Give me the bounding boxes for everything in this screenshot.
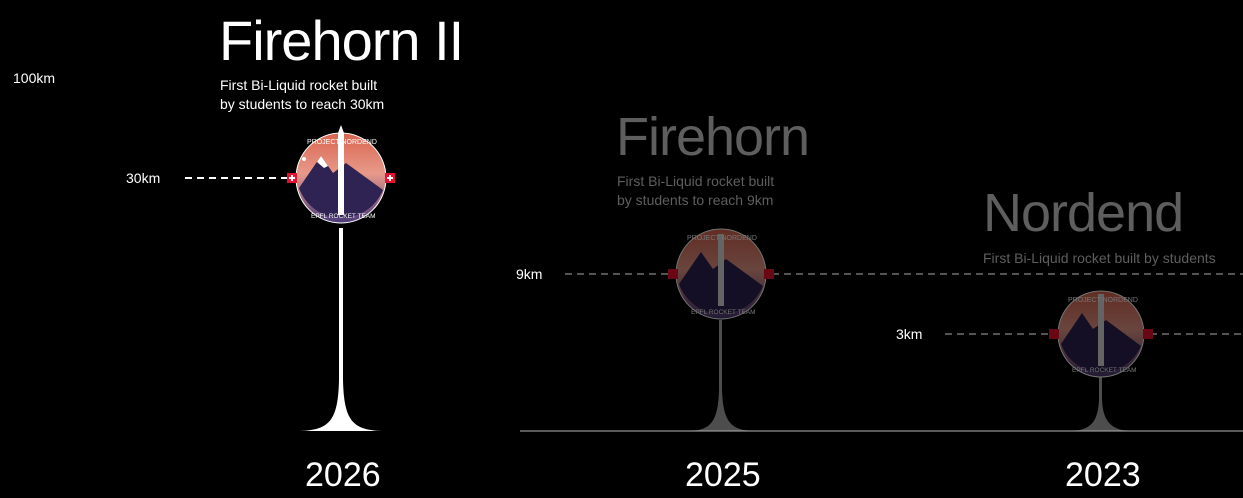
rocket-description-firehorn: First Bi-Liquid rocket built by students… xyxy=(617,172,774,210)
altitude-label-9km: 9km xyxy=(516,266,543,282)
description-line: First Bi-Liquid rocket built xyxy=(617,173,775,189)
mission-badge: PROJECT NORDEND EPFL ROCKET TEAM xyxy=(287,125,395,224)
swiss-flag-icon xyxy=(287,173,297,183)
trajectory-spike xyxy=(1072,372,1130,431)
altitude-label-3km: 3km xyxy=(896,326,923,342)
year-2025: 2025 xyxy=(685,456,761,494)
rocket-description-nordend: First Bi-Liquid rocket built by students xyxy=(983,249,1216,268)
rocket-title-firehorn: Firehorn xyxy=(616,107,810,167)
rocket-title-nordend: Nordend xyxy=(983,183,1184,243)
trajectory-spike xyxy=(300,228,382,431)
badge-top-text: PROJECT NORDEND xyxy=(1068,297,1138,304)
rocket-firehorn-ii-marker: PROJECT NORDEND EPFL ROCKET TEAM xyxy=(185,125,395,431)
year-2026: 2026 xyxy=(305,456,381,494)
badge-top-text: PROJECT NORDEND xyxy=(307,139,377,146)
description-line: by students to reach 30km xyxy=(220,96,385,112)
altitude-label-30km: 30km xyxy=(126,170,161,186)
swiss-flag-icon xyxy=(1049,329,1059,339)
description-line: First Bi-Liquid rocket built xyxy=(220,77,378,93)
scale-top-label: 100km xyxy=(13,70,56,86)
swiss-flag-icon xyxy=(764,269,774,279)
year-2023: 2023 xyxy=(1065,456,1141,494)
badge-bottom-text: EPFL ROCKET TEAM xyxy=(311,213,376,220)
swiss-flag-icon xyxy=(1143,329,1153,339)
rocket-description-firehorn-ii: First Bi-Liquid rocket built by students… xyxy=(220,76,384,114)
rocket-title-firehorn-ii: Firehorn II xyxy=(219,9,464,72)
swiss-flag-icon xyxy=(668,269,678,279)
badge-top-text: PROJECT NORDEND xyxy=(687,235,757,242)
rocket-firehorn-marker: PROJECT NORDEND EPFL ROCKET TEAM xyxy=(565,228,1243,431)
swiss-flag-icon xyxy=(385,173,395,183)
badge-bottom-text: EPFL ROCKET TEAM xyxy=(1072,367,1137,374)
mission-badge: PROJECT NORDEND EPFL ROCKET TEAM xyxy=(668,228,774,320)
badge-bottom-text: EPFL ROCKET TEAM xyxy=(691,309,756,316)
rocket-nordend-marker: PROJECT NORDEND EPFL ROCKET TEAM xyxy=(945,290,1243,431)
trajectory-spike xyxy=(690,320,752,431)
mission-badge: PROJECT NORDEND EPFL ROCKET TEAM xyxy=(1049,290,1153,378)
description-line: by students to reach 9km xyxy=(617,192,774,208)
description-line: First Bi-Liquid rocket built by students xyxy=(983,250,1216,266)
